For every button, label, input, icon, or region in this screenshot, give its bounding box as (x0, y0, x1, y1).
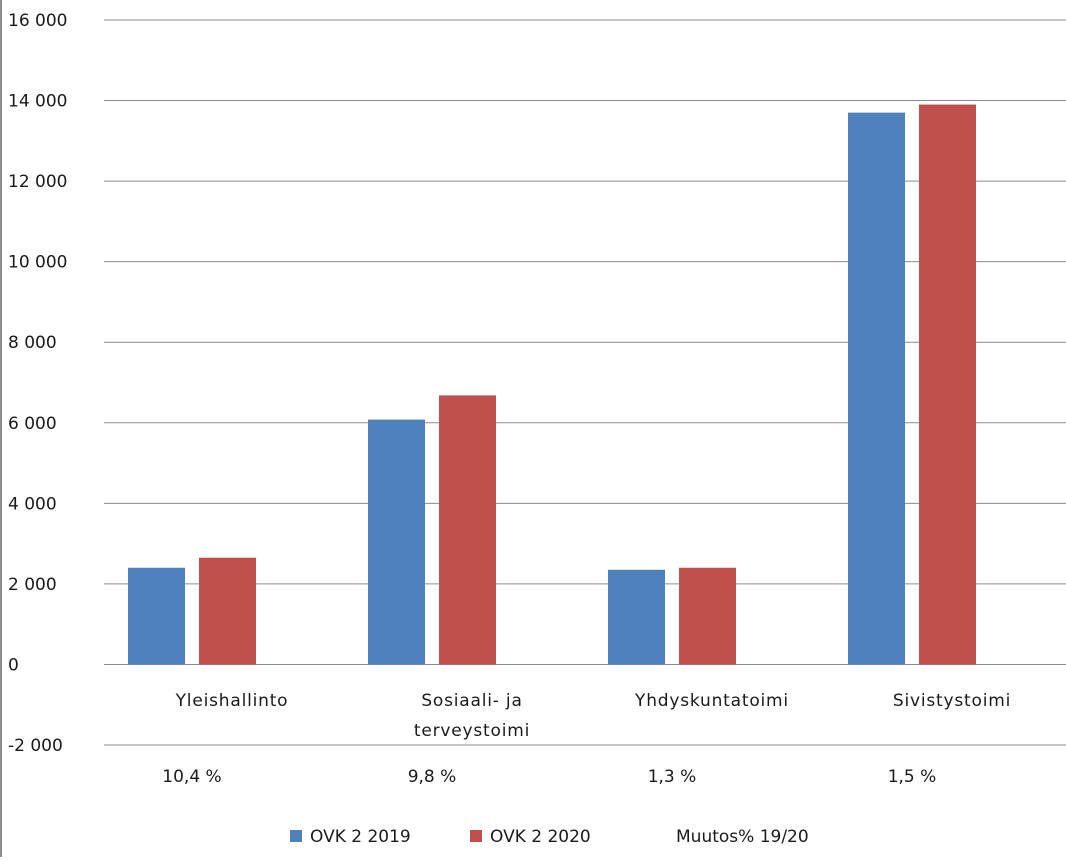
change-percent-label: 9,8 % (408, 767, 457, 787)
change-percent-label: 10,4 % (162, 767, 221, 787)
y-tick-label: 2 000 (8, 575, 57, 595)
category-label: terveystoimi (414, 721, 530, 741)
y-tick-label: 12 000 (8, 172, 67, 192)
change-percent-label: 1,5 % (888, 767, 937, 787)
gridlines (104, 19, 1066, 746)
legend-label: OVK 2 2019 (310, 827, 411, 847)
legend-label: OVK 2 2020 (490, 827, 591, 847)
legend-swatch (470, 830, 482, 842)
bar (128, 567, 185, 665)
category-label: Yhdyskuntatoimi (634, 691, 789, 711)
y-tick-label: 8 000 (8, 333, 57, 353)
y-axis-tick-labels: -2 000 0 2 000 4 000 6 000 8 000 10 000 12 000 1… (8, 11, 67, 756)
y-tick-label: 4 000 (8, 494, 57, 514)
category-label: Sosiaali- ja (421, 691, 522, 711)
change-percent-label: 1,3 % (648, 767, 697, 787)
bar (679, 567, 736, 665)
bar (439, 395, 496, 665)
bars (128, 104, 976, 665)
y-tick-label: 10 000 (8, 253, 67, 273)
change-percent-labels: 10,4 % 9,8 % 1,3 % 1,5 % (162, 767, 936, 787)
y-tick-label: 0 (8, 655, 19, 675)
legend: OVK 2 2019 OVK 2 2020 Muutos% 19/20 (290, 827, 809, 847)
y-tick-label: -2 000 (8, 736, 63, 756)
legend-label: Muutos% 19/20 (676, 827, 809, 847)
category-label: Sivistystoimi (893, 691, 1011, 711)
bar (199, 557, 256, 665)
chart-frame-left-border (0, 0, 2, 857)
bar (848, 112, 905, 665)
y-tick-label: 6 000 (8, 414, 57, 434)
bar (368, 419, 425, 665)
bar (608, 569, 665, 665)
category-label: Yleishallinto (175, 691, 289, 711)
y-tick-label: 14 000 (8, 92, 67, 112)
legend-swatch (290, 830, 302, 842)
bar (919, 104, 976, 665)
category-labels: Yleishallinto Sosiaali- ja terveystoimi Yhd… (175, 691, 1011, 741)
y-tick-label: 16 000 (8, 11, 67, 31)
